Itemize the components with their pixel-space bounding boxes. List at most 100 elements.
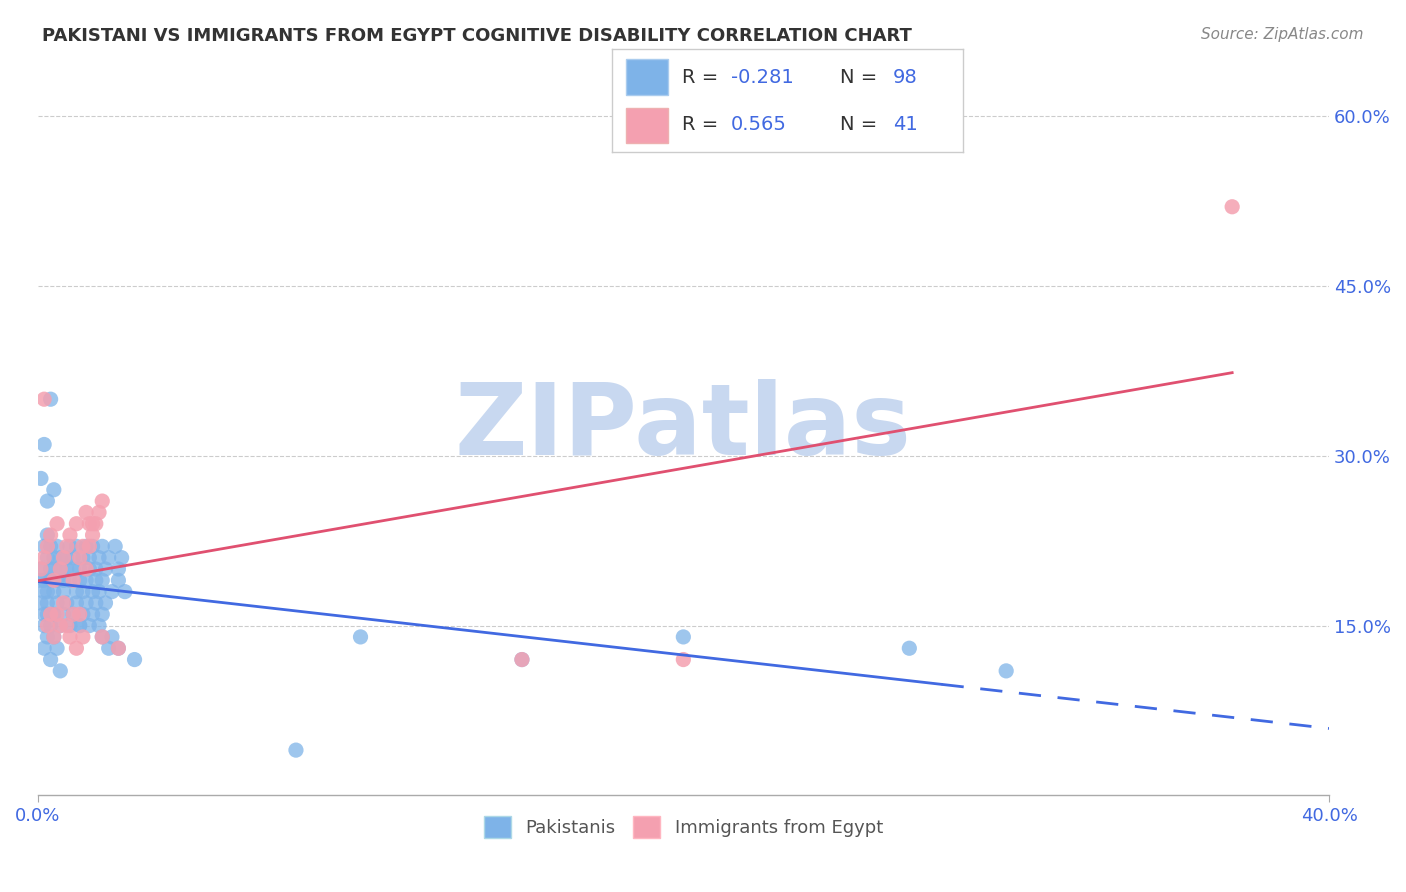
Point [39,540,62,554]
Point [72,607,94,622]
Point [30,562,52,576]
Point [510,652,533,666]
Point [62,550,84,565]
Point [37,550,59,565]
Point [55,562,77,576]
Point [49,618,72,632]
Point [52,607,75,622]
Point [284,743,307,757]
Point [42,550,65,565]
Text: Source: ZipAtlas.com: Source: ZipAtlas.com [1201,27,1364,42]
Point [672,652,695,666]
Point [39,574,62,588]
Point [69,550,91,565]
Point [32,540,55,554]
Point [124,652,146,666]
Point [30,471,52,485]
Point [1220,200,1243,214]
Point [49,618,72,632]
Point [59,630,82,644]
Point [94,562,117,576]
Point [107,562,129,576]
Point [72,630,94,644]
Point [55,596,77,610]
Point [39,392,62,407]
Point [46,540,69,554]
Point [46,516,69,531]
Point [49,550,72,565]
Point [94,596,117,610]
Point [79,618,101,632]
Point [84,562,107,576]
Point [84,574,107,588]
Point [59,618,82,632]
Point [32,392,55,407]
Point [59,540,82,554]
Text: 98: 98 [893,68,918,87]
Point [42,607,65,622]
Point [55,550,77,565]
Point [52,550,75,565]
Point [46,641,69,656]
Point [82,540,104,554]
Point [55,540,77,554]
Point [65,641,87,656]
Point [107,574,129,588]
Point [39,618,62,632]
Point [97,550,120,565]
Point [59,528,82,542]
Point [32,574,55,588]
Point [30,574,52,588]
Point [111,550,134,565]
Point [72,540,94,554]
Point [65,516,87,531]
Point [79,562,101,576]
Point [32,437,55,451]
Point [65,596,87,610]
Point [37,494,59,508]
Point [32,607,55,622]
Point [510,652,533,666]
Point [75,505,97,519]
Legend: Pakistanis, Immigrants from Egypt: Pakistanis, Immigrants from Egypt [477,809,890,846]
Point [69,562,91,576]
Point [37,607,59,622]
Text: 0.565: 0.565 [731,115,787,134]
Point [75,574,97,588]
Point [42,483,65,497]
Point [349,630,371,644]
Point [79,540,101,554]
Point [75,540,97,554]
Point [62,562,84,576]
Point [65,584,87,599]
Point [32,550,55,565]
Point [82,528,104,542]
Bar [626,108,668,144]
Point [87,505,110,519]
Bar [626,59,668,95]
Point [37,630,59,644]
Text: N =: N = [841,68,883,87]
Point [995,664,1018,678]
Point [37,596,59,610]
Point [101,584,124,599]
Point [91,540,114,554]
Point [82,584,104,599]
Point [52,574,75,588]
Point [84,596,107,610]
Point [75,596,97,610]
Point [82,516,104,531]
Point [39,607,62,622]
Point [49,562,72,576]
Point [59,574,82,588]
Point [69,574,91,588]
Point [898,641,921,656]
Point [72,584,94,599]
Point [37,584,59,599]
Point [55,618,77,632]
Point [75,562,97,576]
Point [39,562,62,576]
Point [87,618,110,632]
Point [91,630,114,644]
Point [72,550,94,565]
